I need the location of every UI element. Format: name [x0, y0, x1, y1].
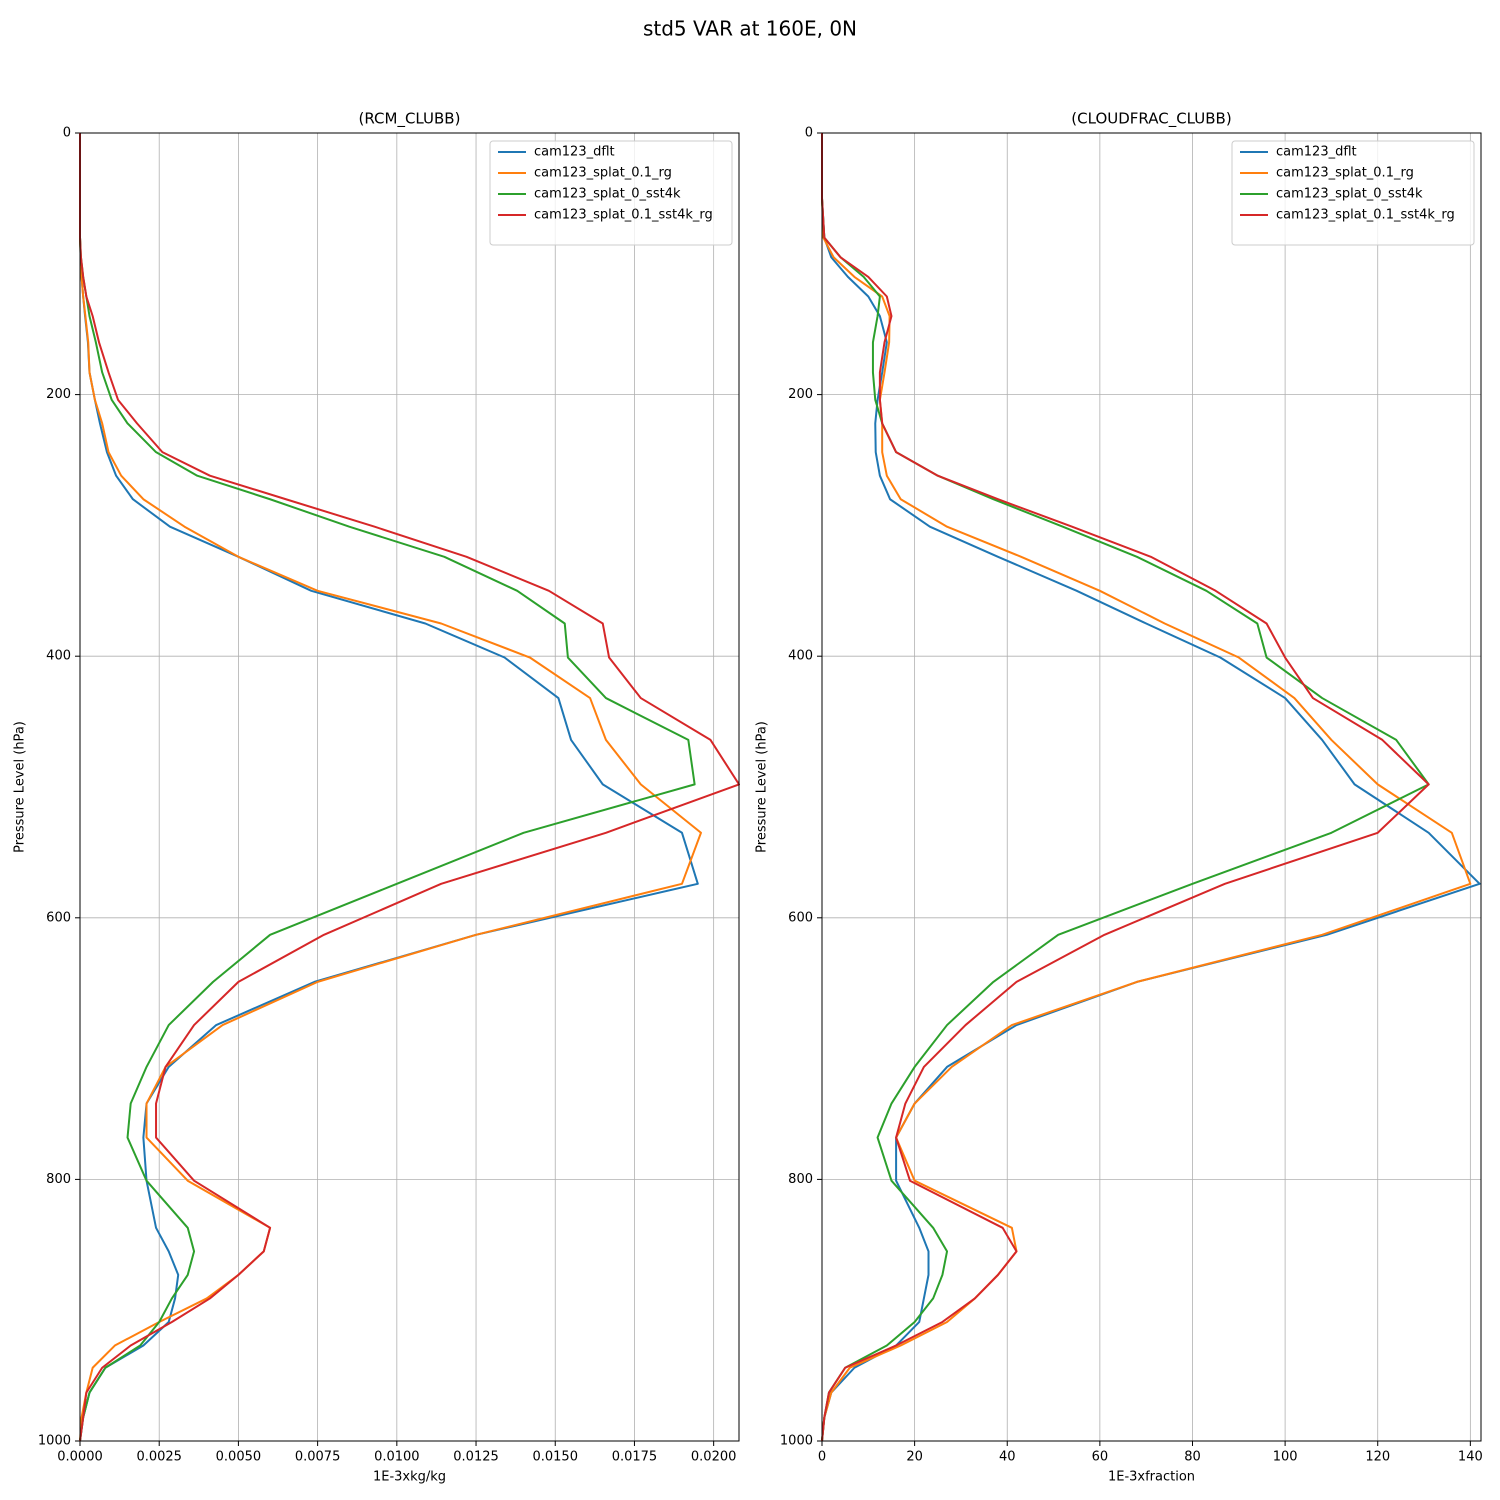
profile-line — [821, 133, 1430, 1442]
x-tick-label: 0.0125 — [453, 1450, 499, 1465]
x-tick-label: 0.0100 — [374, 1450, 420, 1465]
legend-label: cam123_splat_0.1_rg — [1276, 166, 1414, 181]
y-tick-label: 0 — [805, 126, 813, 141]
x-tick-label: 80 — [1184, 1450, 1201, 1465]
profile-line — [79, 133, 696, 1442]
legend-label: cam123_splat_0_sst4k — [1276, 187, 1423, 202]
x-tick-label: 0.0025 — [136, 1450, 182, 1465]
x-tick-label: 120 — [1365, 1450, 1390, 1465]
y-tick-label: 0 — [63, 126, 71, 141]
x-tick-label: 0.0050 — [216, 1450, 262, 1465]
x-tick-label: 0.0200 — [691, 1450, 737, 1465]
x-tick-label: 140 — [1458, 1450, 1483, 1465]
y-tick-label: 600 — [46, 910, 71, 925]
legend-label: cam123_dflt — [534, 145, 615, 160]
x-tick-label: 0.0175 — [612, 1450, 658, 1465]
plot-area — [79, 133, 740, 1442]
profile-line — [821, 133, 1481, 1442]
y-axis-label: Pressure Level (hPa) — [13, 721, 28, 853]
y-tick-label: 400 — [788, 649, 813, 664]
y-tick-label: 800 — [46, 1172, 71, 1187]
y-tick-label: 200 — [788, 387, 813, 402]
figure-title: std5 VAR at 160E, 0N — [643, 17, 857, 41]
x-axis-label: 1E-3xfraction — [1108, 1470, 1195, 1485]
legend-box — [1231, 140, 1475, 246]
legend-box — [489, 140, 733, 246]
legend-label: cam123_splat_0.1_sst4k_rg — [1276, 208, 1455, 223]
x-tick-label: 0.0075 — [295, 1450, 341, 1465]
profile-line — [79, 133, 740, 1442]
legend-label: cam123_splat_0.1_sst4k_rg — [534, 208, 713, 223]
axes-frame — [79, 132, 740, 1442]
x-axis-label: 1E-3xkg/kg — [373, 1470, 446, 1485]
y-axis-label: Pressure Level (hPa) — [755, 721, 770, 853]
x-tick-label: 0 — [818, 1450, 826, 1465]
y-tick-label: 200 — [46, 387, 71, 402]
x-tick-label: 100 — [1273, 1450, 1298, 1465]
axes-frame — [821, 132, 1482, 1442]
x-tick-label: 0.0150 — [532, 1450, 578, 1465]
legend-label: cam123_dflt — [1276, 145, 1357, 160]
x-tick-label: 60 — [1092, 1450, 1109, 1465]
profile-line — [821, 133, 1430, 1442]
axes-title: (RCM_CLUBB) — [359, 110, 461, 129]
x-tick-label: 40 — [999, 1450, 1016, 1465]
y-tick-label: 1000 — [780, 1434, 813, 1449]
y-tick-label: 400 — [46, 649, 71, 664]
x-tick-label: 0.0000 — [57, 1450, 103, 1465]
legend-label: cam123_splat_0.1_rg — [534, 166, 672, 181]
y-tick-label: 1000 — [38, 1434, 71, 1449]
y-tick-label: 800 — [788, 1172, 813, 1187]
y-tick-label: 600 — [788, 910, 813, 925]
x-tick-label: 20 — [906, 1450, 923, 1465]
axes-title: (CLOUDFRAC_CLUBB) — [1071, 110, 1231, 129]
legend-label: cam123_splat_0_sst4k — [534, 187, 681, 202]
plot-area — [821, 133, 1481, 1442]
